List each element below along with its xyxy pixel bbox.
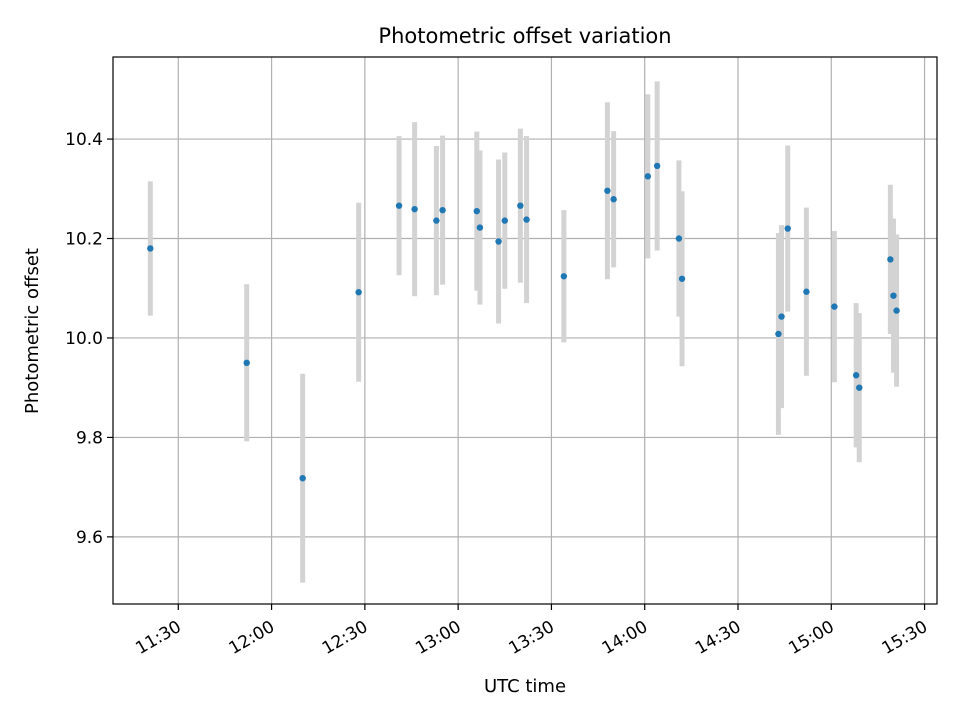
data-point — [501, 217, 508, 224]
plot-frame — [112, 56, 938, 605]
y-axis-label: Photometric offset — [22, 248, 43, 414]
data-points — [147, 162, 900, 482]
error-bars — [147, 81, 900, 583]
y-tick-label: 9.6 — [76, 528, 103, 548]
x-tick-label: 12:30 — [319, 617, 371, 659]
y-tick-label: 10.0 — [65, 329, 103, 349]
data-point — [803, 288, 810, 295]
data-point — [644, 173, 652, 180]
chart-title: Photometric offset variation — [378, 24, 671, 48]
data-point — [887, 256, 894, 263]
data-point — [299, 474, 306, 482]
data-point — [433, 217, 440, 224]
x-tick-label: 12:00 — [226, 617, 278, 659]
data-point — [395, 202, 403, 209]
data-point — [560, 273, 568, 280]
x-axis-label: UTC time — [484, 676, 566, 697]
x-tick-label: 14:00 — [599, 617, 651, 659]
data-point — [439, 206, 446, 214]
data-point — [856, 384, 863, 391]
x-tick-label: 13:00 — [412, 617, 464, 659]
data-point — [784, 225, 791, 232]
data-point — [523, 216, 530, 223]
data-point — [675, 235, 683, 242]
data-point — [517, 202, 524, 209]
x-tick-label: 15:00 — [785, 617, 837, 659]
data-point — [778, 313, 785, 320]
data-point — [476, 224, 484, 231]
data-point — [604, 187, 611, 194]
y-tick-label: 10.2 — [65, 230, 103, 250]
data-point — [355, 289, 362, 296]
y-tick-label: 9.8 — [76, 428, 103, 448]
x-tick-label: 15:30 — [879, 617, 931, 659]
data-point — [890, 292, 897, 299]
x-tick-label: 13:30 — [505, 617, 557, 659]
data-point — [243, 359, 250, 367]
data-point — [653, 162, 661, 170]
y-axis-ticks: 9.6 9.8 10.0 10.2 10.4 — [65, 130, 113, 548]
x-axis-ticks: 11:30 12:00 12:30 13:00 13:30 14:00 14:30 15:00… — [132, 604, 931, 659]
data-point — [473, 207, 481, 215]
data-point — [893, 307, 900, 314]
data-point — [775, 330, 782, 338]
x-tick-label: 14:30 — [692, 617, 744, 659]
data-point — [411, 205, 418, 213]
x-tick-label: 11:30 — [132, 617, 184, 659]
data-point — [147, 245, 154, 252]
data-point — [495, 238, 502, 245]
data-point — [678, 275, 686, 282]
data-point — [610, 196, 617, 203]
y-tick-label: 10.4 — [65, 130, 103, 150]
data-point — [831, 303, 838, 310]
data-point — [852, 372, 860, 379]
